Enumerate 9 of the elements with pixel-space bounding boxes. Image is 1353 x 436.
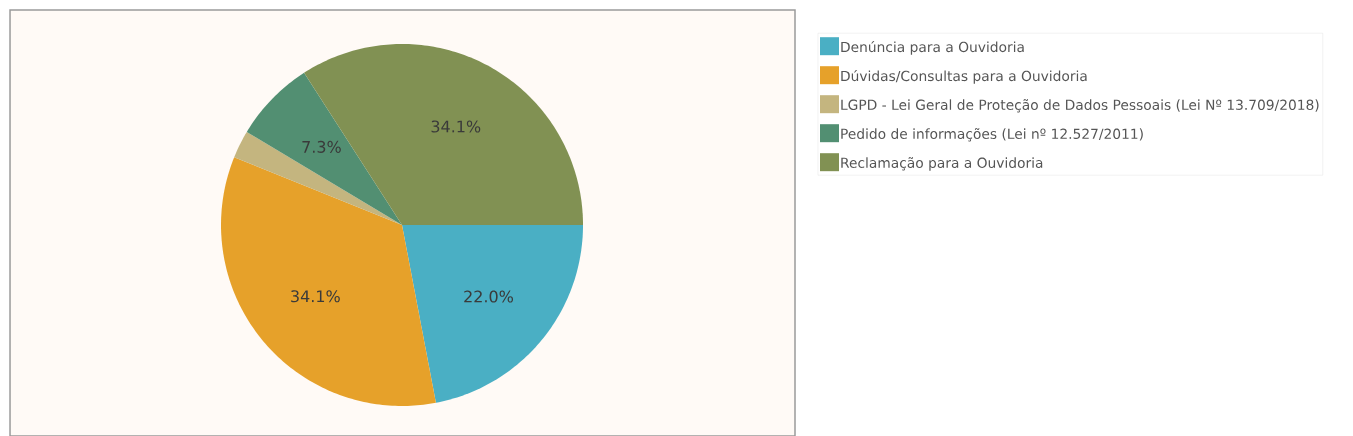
legend-label: Denúncia para a Ouvidoria xyxy=(841,40,1024,55)
data-label: 34.1% xyxy=(291,290,340,303)
legend-label: Reclamação para a Ouvidoria xyxy=(841,157,1043,171)
data-label: 7.3% xyxy=(302,140,341,153)
legend-label: Dúvidas/Consultas para a Ouvidoria xyxy=(841,69,1087,84)
data-label: 22.0% xyxy=(464,290,513,303)
legend-label: LGPD - Lei Geral de Proteção de Dados Pessoais (Lei Nº 13.709/2018) xyxy=(841,99,1319,113)
legend-label: Pedido de informações (Lei nº 12.527/2011) xyxy=(841,128,1143,142)
data-label: 34.1% xyxy=(431,120,481,133)
